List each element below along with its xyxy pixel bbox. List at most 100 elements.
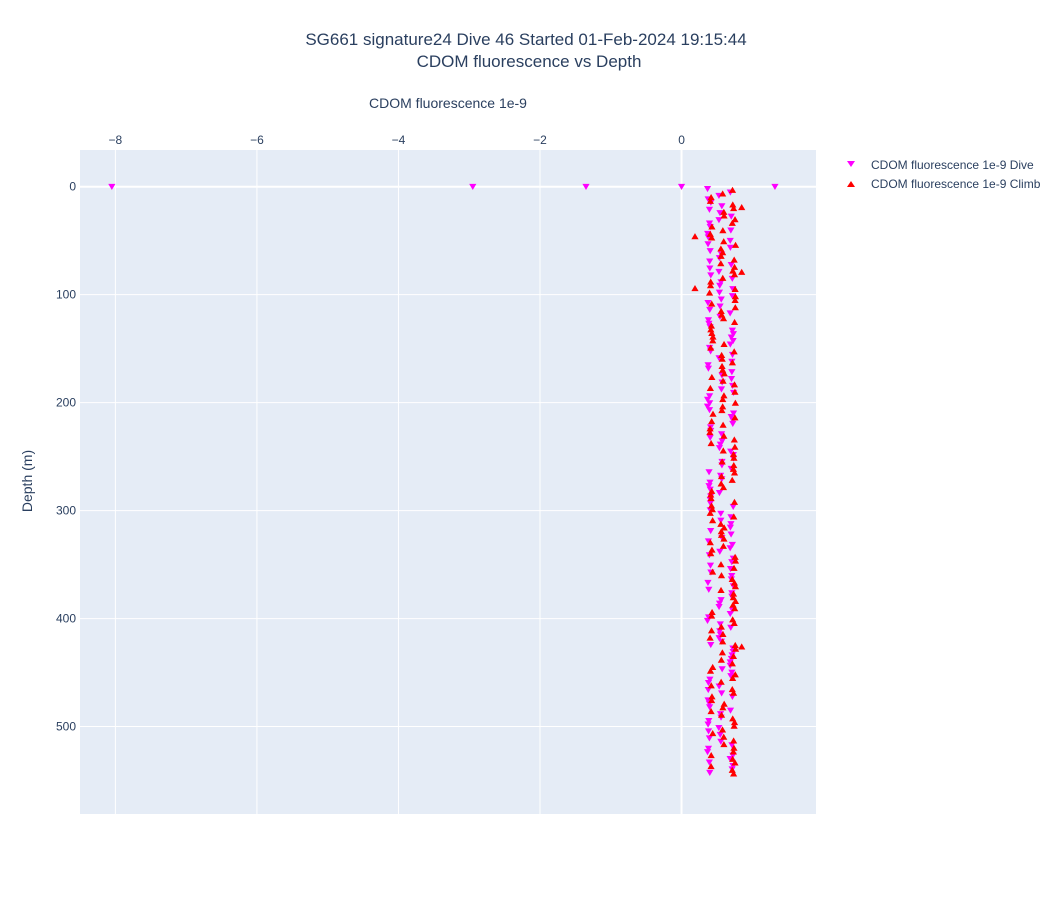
dive-point <box>717 386 726 393</box>
climb-point <box>708 300 716 307</box>
dive-point <box>716 303 724 310</box>
dive-point <box>727 414 735 421</box>
dive-point <box>706 258 714 265</box>
climb-point <box>707 491 715 498</box>
legend-marker-dive <box>847 161 855 167</box>
climb-point <box>730 436 738 443</box>
climb-point <box>719 638 727 645</box>
dive-point <box>727 334 735 341</box>
dive-point <box>716 441 724 448</box>
dive-point <box>726 610 734 618</box>
climb-point <box>706 509 714 516</box>
climb-point <box>707 194 715 201</box>
dive-point <box>716 282 724 289</box>
climb-point <box>730 271 739 278</box>
climb-point <box>691 284 699 292</box>
dive-point <box>705 586 713 593</box>
dive-point <box>726 310 734 317</box>
climb-point <box>717 528 725 535</box>
legend-label-dive: CDOM fluorescence 1e-9 Dive <box>871 158 1034 172</box>
dive-point <box>715 445 724 452</box>
dive-point <box>716 621 724 628</box>
climb-point <box>729 748 737 755</box>
dive-point <box>705 220 714 227</box>
dive-point <box>703 396 712 403</box>
climb-point <box>730 579 739 586</box>
climb-point <box>731 583 740 590</box>
climb-point <box>719 421 727 428</box>
climb-point <box>731 293 740 300</box>
dive-point <box>706 400 714 407</box>
climb-point <box>708 234 716 241</box>
climb-point <box>717 561 725 568</box>
legend-item-dive[interactable]: CDOM fluorescence 1e-9 Dive <box>847 158 1034 172</box>
dive-point <box>715 268 723 276</box>
climb-point <box>707 344 715 351</box>
dive-point <box>707 272 715 279</box>
dive-point <box>706 704 714 711</box>
dive-point <box>715 683 723 690</box>
dive-point <box>705 206 714 213</box>
y-tick-labels: 0 100 200 300 400 500 <box>56 180 76 734</box>
climb-point <box>731 597 740 604</box>
climb-point <box>719 403 727 410</box>
climb-point <box>708 417 716 425</box>
climb-point <box>719 542 727 549</box>
dive-point <box>706 562 715 569</box>
dive-point <box>705 407 714 414</box>
dive-point <box>704 680 713 687</box>
x-tick-label: −8 <box>109 133 123 147</box>
climb-point <box>728 660 736 667</box>
climb-point <box>728 219 736 226</box>
dive-point <box>705 483 713 490</box>
climb-point <box>718 362 726 370</box>
dive-point <box>707 528 715 535</box>
dive-point <box>771 183 779 190</box>
dive-point <box>704 241 712 248</box>
plot-area <box>80 150 816 814</box>
dive-point <box>706 265 714 272</box>
dive-point <box>704 317 713 324</box>
climb-point <box>707 682 715 689</box>
climb-point <box>717 623 725 630</box>
dive-point <box>726 341 734 348</box>
legend-item-climb[interactable]: CDOM fluorescence 1e-9 Climb <box>847 177 1041 191</box>
legend: CDOM fluorescence 1e-9 Dive CDOM fluores… <box>847 158 1041 191</box>
dive-point <box>706 500 715 507</box>
climb-point <box>730 722 738 729</box>
climb-point <box>706 539 714 546</box>
dive-point <box>715 604 723 611</box>
dive-point <box>704 745 713 752</box>
climb-point <box>717 586 725 593</box>
dive-point <box>728 541 736 548</box>
climb-point <box>720 370 728 377</box>
climb-point <box>720 733 728 740</box>
climb-point <box>719 704 727 711</box>
climb-point <box>719 447 727 454</box>
climb-point <box>717 520 725 527</box>
x-tick-labels: −8 −6 −4 −2 0 <box>109 133 686 147</box>
climb-point <box>708 487 716 494</box>
y-axis-title: Depth (m) <box>19 450 35 512</box>
climb-point <box>730 469 739 476</box>
dive-point <box>582 183 590 190</box>
climb-point <box>730 744 738 751</box>
climb-point <box>720 238 728 245</box>
climb-point <box>731 759 739 766</box>
dive-point <box>715 289 724 296</box>
climb-point <box>719 630 727 638</box>
y-tick-label: 200 <box>56 396 76 410</box>
dive-point <box>706 676 714 683</box>
climb-point <box>720 524 728 531</box>
dive-point <box>704 686 712 694</box>
dive-point <box>717 296 725 303</box>
climb-point <box>706 667 715 674</box>
climb-point <box>719 377 727 384</box>
climb-point <box>720 208 728 215</box>
climb-point <box>717 473 726 480</box>
dive-point <box>726 524 734 531</box>
climb-point <box>731 304 739 311</box>
climb-point <box>718 355 726 362</box>
dive-point <box>727 213 735 220</box>
